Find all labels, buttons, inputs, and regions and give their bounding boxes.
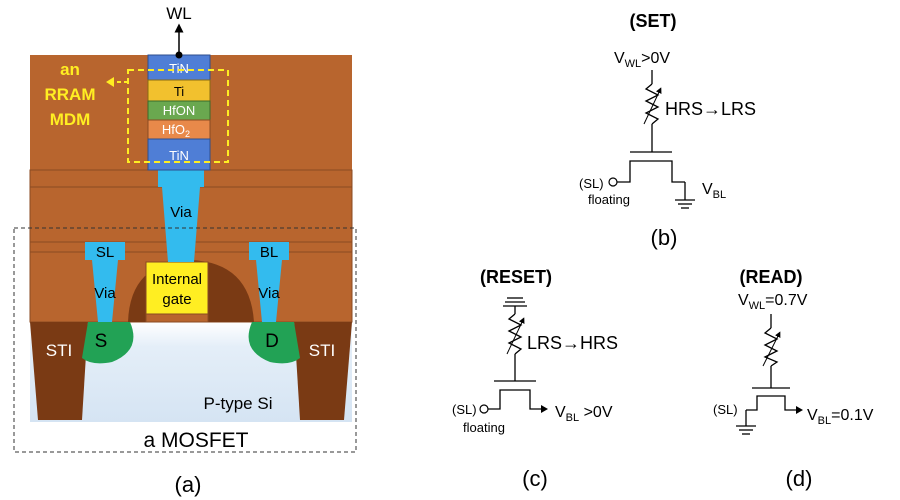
panel-c-channel <box>488 389 542 410</box>
panel-b-sl-label: (SL) <box>579 176 604 191</box>
internal-gate-label-line1: Internal <box>152 271 202 288</box>
gate-base-strip <box>145 313 209 323</box>
source-diffusion <box>82 322 134 364</box>
panel-d-bl-val: =0.1V <box>831 407 874 424</box>
layer-tin-bottom-label: TiN <box>169 148 189 163</box>
source-label: S <box>95 331 108 352</box>
layer-ti-label: Ti <box>174 84 184 99</box>
bl-contact-pad <box>249 242 289 260</box>
panel-c-bl-val: >0V <box>579 404 613 421</box>
via-left <box>92 260 118 322</box>
via-right-label: Via <box>258 285 280 302</box>
sti-right-region <box>294 322 352 420</box>
panel-d-resistor <box>763 327 779 367</box>
panel-b-bl-voltage: VBL <box>702 181 726 201</box>
layer-tin-top <box>147 54 211 81</box>
panel-d-bl-arrowhead <box>796 406 803 414</box>
panel-c-reset-circuit: (RESET) LRS→HRS (SL) floating VBL >0V (c… <box>452 267 618 491</box>
panel-b-wl-sub: WL <box>625 58 642 70</box>
panel-a-device-cross-section: Internal gate SL Via BL Via Via TiN Ti H… <box>13 4 357 497</box>
panel-c-bl-voltage: VBL >0V <box>555 404 613 424</box>
panel-d-bl-voltage: VBL=0.1V <box>807 407 874 427</box>
panel-d-resistor-arrow <box>762 331 781 367</box>
panel-c-sl-terminal <box>479 404 489 414</box>
panel-c-caption: (c) <box>522 466 548 491</box>
panel-b-transition: HRS→LRS <box>665 99 756 119</box>
panel-d-title: (READ) <box>740 267 803 287</box>
rram-pointer-arrowhead <box>106 77 114 87</box>
sti-left-region <box>30 322 88 420</box>
sti-left-label: STI <box>46 341 72 360</box>
wl-terminal-dot <box>175 51 183 59</box>
panel-d-wl-v: V <box>738 292 749 309</box>
rram-highlight-box <box>127 69 229 163</box>
panel-c-ground-icon <box>503 297 527 307</box>
panel-b-wl-v: V <box>614 50 625 67</box>
internal-gate-label-line2: gate <box>162 291 191 308</box>
panel-d-wl-val: =0.7V <box>765 292 808 309</box>
panel-c-resistor-arrow <box>506 317 525 355</box>
layer-hfon-label: HfON <box>163 103 196 118</box>
rram-label-line2: RRAM <box>45 85 96 104</box>
panel-a-caption: (a) <box>175 472 202 497</box>
panel-d-channel <box>746 395 797 411</box>
drain-diffusion <box>248 322 300 364</box>
layer-tin-top-label: TiN <box>169 61 189 76</box>
substrate-label: P-type Si <box>204 394 273 413</box>
panel-c-resistor <box>507 313 523 355</box>
via-top-label: Via <box>170 204 192 221</box>
sti-right-label: STI <box>309 341 335 360</box>
rram-stack: TiN Ti HfON HfO2 TiN <box>147 54 211 171</box>
panel-b-ground-icon <box>675 199 695 209</box>
panel-b-floating-label: floating <box>588 192 630 207</box>
via-right <box>256 260 282 322</box>
bl-label: BL <box>260 244 278 261</box>
panel-c-bl-v: V <box>555 404 566 421</box>
panel-c-sl-label: (SL) <box>452 402 477 417</box>
panel-b-bl-v: V <box>702 181 713 198</box>
layer-hfo2-label: HfO2 <box>162 122 190 139</box>
panel-d-caption: (d) <box>786 466 813 491</box>
panel-c-bl-arrowhead <box>541 405 548 413</box>
wl-label: WL <box>166 4 192 23</box>
internal-gate-block <box>145 261 209 315</box>
panel-d-wl-voltage: VWL=0.7V <box>738 292 808 312</box>
panel-b-title: (SET) <box>630 11 677 31</box>
panel-c-floating-label: floating <box>463 420 505 435</box>
sl-contact-pad <box>85 242 125 260</box>
panel-c-title: (RESET) <box>480 267 552 287</box>
panel-b-resistor <box>644 83 660 125</box>
panel-b-bl-sub: BL <box>713 189 726 201</box>
via-left-label: Via <box>94 285 116 302</box>
panel-b-set-circuit: (SET) VWL>0V HRS→LRS (SL) floating VBL (… <box>579 11 756 250</box>
rram-label-line3: MDM <box>50 110 91 129</box>
layer-hfo2-base: HfO <box>162 122 185 137</box>
panel-d-sl-label: (SL) <box>713 402 738 417</box>
panel-d-bl-sub: BL <box>818 415 831 427</box>
panel-c-bl-sub: BL <box>566 412 579 424</box>
panel-d-bl-v: V <box>807 407 818 424</box>
panel-d-read-circuit: (READ) VWL=0.7V (SL) VBL=0.1V (d) <box>713 267 874 491</box>
panel-d-wl-sub: WL <box>749 300 766 312</box>
panel-b-wl-val: >0V <box>641 50 670 67</box>
drain-label: D <box>265 331 279 352</box>
sl-label: SL <box>96 244 114 261</box>
layer-tin-bottom <box>147 138 211 171</box>
mosfet-label: a MOSFET <box>143 429 248 452</box>
panel-b-caption: (b) <box>651 225 678 250</box>
mosfet-dashed-outline <box>13 227 357 453</box>
panel-b-resistor-arrow <box>643 87 662 125</box>
rram-label-line1: an <box>60 60 80 79</box>
panel-d-ground-icon <box>736 425 756 435</box>
via-top <box>162 187 200 262</box>
panel-b-wl-voltage: VWL>0V <box>614 50 670 70</box>
panel-b-channel <box>617 160 685 183</box>
layer-hfo2-subscript: 2 <box>185 129 190 139</box>
panel-b-sl-terminal <box>608 177 618 187</box>
top-via-pad <box>158 170 204 187</box>
panel-c-transition: LRS→HRS <box>527 333 618 353</box>
